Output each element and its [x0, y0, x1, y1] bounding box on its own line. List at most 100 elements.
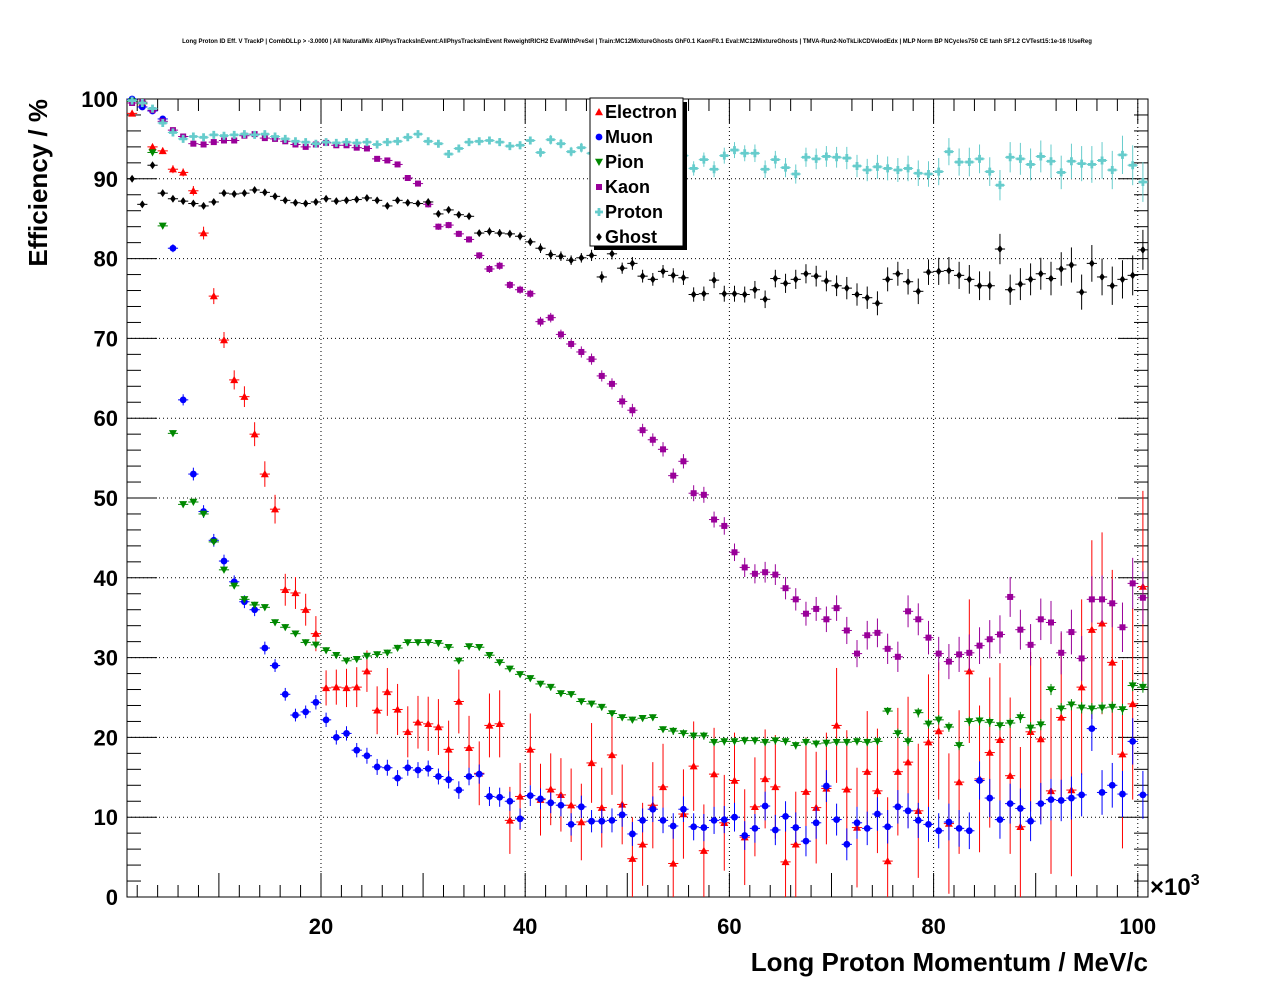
data-point	[1099, 596, 1106, 603]
data-point	[454, 657, 463, 665]
data-point	[383, 764, 391, 772]
data-point	[189, 186, 198, 194]
data-point	[1027, 817, 1034, 825]
data-point	[404, 175, 411, 182]
data-point	[945, 818, 953, 826]
data-point	[456, 210, 462, 219]
data-point	[250, 130, 259, 139]
data-point	[721, 289, 728, 298]
data-point	[250, 430, 259, 438]
data-point	[690, 290, 697, 299]
data-point	[1098, 156, 1107, 165]
x-tick-label: 100	[1119, 914, 1156, 939]
data-point	[424, 639, 433, 647]
data-point	[486, 227, 493, 236]
data-point	[628, 716, 637, 724]
data-point	[1067, 157, 1076, 166]
data-point	[168, 128, 177, 137]
data-point	[700, 824, 708, 831]
data-point	[935, 650, 942, 657]
data-point	[1138, 683, 1147, 692]
data-point	[199, 229, 208, 237]
data-point	[833, 605, 840, 612]
data-point	[741, 290, 748, 299]
data-point	[505, 665, 514, 673]
data-point	[1058, 264, 1065, 273]
data-point	[700, 491, 707, 498]
x-tick-label: 20	[309, 914, 333, 939]
data-point	[1118, 750, 1127, 758]
data-point	[833, 281, 840, 290]
data-point	[537, 318, 544, 325]
legend-marker	[595, 108, 603, 116]
x-multiplier-exponent: 3	[1191, 872, 1200, 889]
data-point	[272, 192, 278, 201]
legend-entry-kaon: Kaon	[596, 177, 650, 197]
data-point	[209, 538, 218, 546]
data-point	[556, 690, 565, 698]
data-point	[148, 142, 157, 151]
data-point	[292, 198, 299, 207]
data-point	[302, 143, 309, 150]
data-point	[158, 146, 167, 155]
data-point	[608, 816, 616, 824]
data-point	[505, 142, 514, 151]
data-point	[1037, 800, 1045, 808]
data-point	[955, 778, 964, 786]
data-point	[424, 137, 433, 146]
data-point	[557, 331, 564, 338]
data-point	[1026, 724, 1035, 732]
data-point	[526, 675, 535, 683]
data-point	[435, 223, 442, 230]
data-point	[526, 745, 535, 753]
data-point	[301, 605, 310, 613]
data-point	[292, 711, 299, 719]
data-point	[271, 132, 280, 141]
data-point	[260, 130, 269, 139]
data-point	[547, 799, 555, 807]
data-point	[364, 193, 370, 202]
data-point	[1007, 593, 1014, 600]
data-point	[638, 715, 647, 723]
series-proton	[127, 96, 1148, 202]
data-point	[915, 287, 922, 296]
data-point	[241, 189, 248, 198]
data-point	[546, 135, 555, 144]
data-point	[730, 738, 739, 746]
data-point	[496, 229, 503, 238]
data-point	[801, 787, 810, 795]
data-point	[1087, 160, 1096, 169]
data-point	[373, 140, 382, 149]
data-point	[179, 396, 187, 404]
data-point	[812, 154, 821, 163]
data-point	[168, 430, 177, 438]
data-point	[1138, 177, 1147, 186]
data-point	[955, 742, 964, 750]
data-point	[935, 267, 942, 276]
data-point	[915, 616, 922, 623]
data-point	[262, 188, 268, 197]
data-point	[699, 155, 708, 164]
data-point	[465, 743, 474, 751]
legend-entry-proton: Proton	[595, 202, 663, 222]
legend-label: Muon	[605, 127, 653, 147]
data-point	[822, 152, 831, 161]
data-point	[413, 130, 422, 139]
data-points	[127, 95, 1148, 897]
y-tick-label: 0	[106, 885, 118, 910]
data-point	[413, 718, 422, 726]
data-point	[159, 189, 166, 198]
data-point	[955, 158, 964, 167]
data-point	[975, 717, 984, 725]
data-point	[854, 290, 860, 299]
data-point	[781, 163, 790, 172]
data-point	[669, 727, 678, 736]
data-point	[842, 738, 851, 747]
data-point	[1128, 682, 1137, 690]
data-point	[750, 737, 759, 745]
data-point	[558, 252, 564, 261]
data-point	[894, 653, 901, 660]
data-point	[771, 782, 780, 791]
data-point	[578, 253, 585, 262]
